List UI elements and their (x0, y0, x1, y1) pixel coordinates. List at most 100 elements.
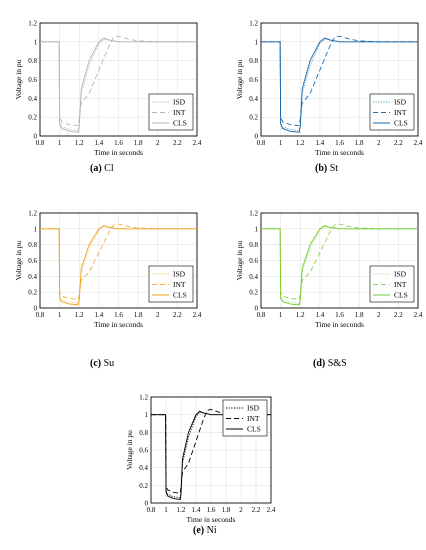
x-axis-label: Time in seconds (187, 515, 236, 524)
series-line-int (40, 35, 197, 127)
x-tick-label: 1.4 (95, 139, 104, 147)
caption-letter: (a) (90, 163, 102, 174)
x-tick-label: 1.8 (222, 506, 231, 514)
x-tick-label: 2.2 (173, 311, 182, 319)
x-tick-label: 1.6 (335, 311, 344, 319)
legend-label-isd: ISD (173, 270, 186, 279)
y-tick-label: 0.6 (139, 447, 148, 455)
x-tick-label: 2 (377, 139, 381, 147)
y-tick-label: 0.4 (249, 273, 258, 281)
y-tick-label: 0 (255, 133, 259, 141)
legend-label-cls: CLS (173, 119, 187, 128)
legend-box (369, 265, 415, 303)
x-tick-label: 0.8 (147, 506, 156, 514)
y-axis-label: Voltage in pu (235, 59, 244, 99)
caption-a: (a) Cl (90, 163, 114, 174)
legend-label-isd: ISD (394, 98, 407, 107)
legend-label-cls: CLS (173, 291, 187, 300)
y-tick-label: 1 (34, 38, 38, 46)
chart-panel-a: 0.8 1 1.2 1.4 1.6 1.8 2 2.2 2.4 0 0.2 0.4 0.6 0.8 1 1.2… (14, 20, 202, 158)
series-line-isd (261, 38, 418, 131)
x-tick-label: 1.2 (75, 311, 84, 319)
x-tick-label: 1.4 (95, 311, 104, 319)
x-tick-label: 1.2 (177, 506, 186, 514)
legend-label-int: INT (247, 414, 260, 423)
x-tick-label: 1.4 (316, 139, 325, 147)
series-line-isd (40, 38, 197, 131)
y-tick-label: 1.2 (249, 210, 258, 218)
x-tick-label: 1.6 (335, 139, 344, 147)
x-tick-label: 2.4 (414, 139, 423, 147)
x-tick-label: 1.8 (355, 311, 364, 319)
x-tick-label: 1.8 (134, 139, 143, 147)
x-tick-label: 2.2 (173, 139, 182, 147)
series-line-int (261, 35, 418, 127)
x-tick-label: 1 (164, 506, 168, 514)
y-axis-label: Voltage in pu (235, 240, 244, 280)
y-tick-label: 0.8 (249, 241, 258, 249)
y-tick-label: 0 (34, 305, 38, 313)
series-line-cls (40, 37, 197, 133)
series-line-cls (261, 37, 418, 133)
y-tick-label: 0.6 (28, 257, 37, 265)
x-tick-label: 2 (156, 311, 160, 319)
chart-panel-e: 0.8 1 1.2 1.4 1.6 1.8 2 2.2 2.4 0 0.2 0.4 0.6 0.8 1 1.2… (125, 394, 276, 525)
x-tick-label: 1.4 (316, 311, 325, 319)
x-tick-label: 1 (279, 311, 283, 319)
y-tick-label: 0.4 (139, 464, 148, 472)
x-tick-label: 2 (239, 506, 243, 514)
x-axis-label: Time in seconds (315, 148, 364, 157)
legend-label-isd: ISD (247, 404, 260, 413)
caption-name: Cl (101, 163, 114, 174)
x-axis-label: Time in seconds (94, 148, 143, 157)
y-tick-label: 0.8 (249, 57, 258, 65)
y-tick-label: 0.6 (249, 257, 258, 265)
x-tick-label: 0.8 (36, 139, 45, 147)
series-line-cls (40, 225, 197, 306)
plot-border (39, 212, 198, 309)
legend-box (222, 399, 268, 437)
x-tick-label: 1.2 (75, 139, 84, 147)
caption-name: St (327, 163, 339, 174)
series-line-isd (40, 225, 197, 304)
y-tick-label: 0.8 (139, 429, 148, 437)
x-tick-label: 1 (279, 139, 283, 147)
y-tick-label: 1 (145, 411, 149, 419)
y-tick-label: 0.6 (249, 76, 258, 84)
caption-letter: (e) (193, 525, 205, 536)
y-tick-label: 1 (255, 38, 259, 46)
legend-label-int: INT (173, 280, 186, 289)
caption-b: (b) St (315, 163, 338, 174)
y-tick-label: 0.8 (28, 57, 37, 65)
x-tick-label: 1 (58, 139, 62, 147)
x-tick-label: 0.8 (257, 139, 266, 147)
x-tick-label: 2.2 (394, 311, 403, 319)
y-tick-label: 0.2 (139, 482, 148, 490)
legend-label-int: INT (394, 108, 407, 117)
plot-border (260, 212, 419, 309)
caption-name: S&S (325, 358, 347, 369)
series-line-cls (261, 225, 418, 306)
legend-label-isd: ISD (394, 270, 407, 279)
caption-d: (d) S&S (313, 358, 347, 369)
x-tick-label: 2.4 (414, 311, 423, 319)
y-tick-label: 0.8 (28, 241, 37, 249)
x-tick-label: 1 (58, 311, 62, 319)
legend-label-int: INT (394, 280, 407, 289)
legend-label-int: INT (173, 108, 186, 117)
x-tick-label: 1.4 (192, 506, 201, 514)
x-tick-label: 2.2 (252, 506, 261, 514)
y-axis-label: Voltage in pu (14, 240, 23, 280)
y-tick-label: 0.2 (249, 114, 258, 122)
x-tick-label: 1.8 (134, 311, 143, 319)
caption-letter: (d) (313, 358, 326, 369)
y-tick-label: 0.4 (249, 95, 258, 103)
y-tick-label: 1.2 (28, 210, 37, 218)
y-tick-label: 0.6 (28, 76, 37, 84)
y-tick-label: 0 (145, 500, 149, 508)
y-tick-label: 1 (34, 225, 38, 233)
caption-e: (e) Ni (193, 525, 217, 536)
y-tick-label: 1 (255, 225, 259, 233)
y-axis-label: Voltage in pu (125, 430, 134, 470)
x-tick-label: 1.2 (296, 311, 305, 319)
